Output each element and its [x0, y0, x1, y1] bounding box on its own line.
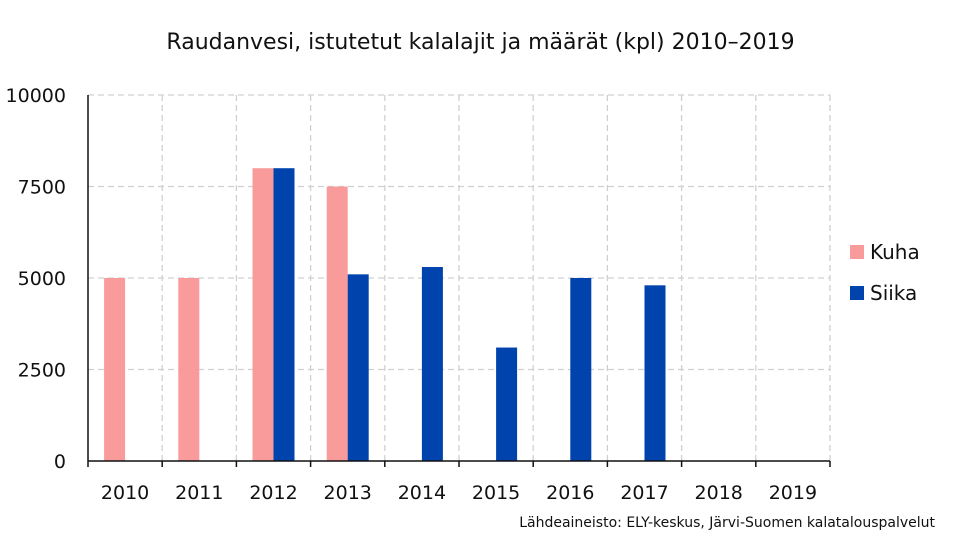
x-tick-label: 2010 — [101, 482, 149, 504]
legend-item-kuha: Kuha — [850, 240, 920, 264]
x-tick-label: 2012 — [249, 482, 297, 504]
bar-siika-2013 — [347, 274, 369, 461]
bar-kuha-2010 — [104, 278, 126, 461]
legend-label-siika: Siika — [870, 281, 918, 305]
x-tick-label: 2014 — [398, 482, 446, 504]
legend-swatch-kuha — [850, 245, 864, 259]
source-note: Lähdeaineisto: ELY-keskus, Järvi-Suomen … — [519, 515, 935, 531]
bar-siika-2014 — [421, 267, 443, 461]
bar-kuha-2011 — [178, 278, 200, 461]
y-tick-label: 10000 — [6, 85, 66, 107]
y-tick-label: 0 — [54, 451, 66, 473]
x-tick-label: 2013 — [324, 482, 372, 504]
legend-label-kuha: Kuha — [870, 240, 920, 264]
x-tick-label: 2016 — [546, 482, 594, 504]
bar-kuha-2013 — [326, 186, 348, 461]
bar-siika-2015 — [496, 347, 518, 461]
bar-siika-2017 — [644, 285, 666, 461]
x-tick-label: 2018 — [695, 482, 743, 504]
bar-siika-2016 — [570, 278, 592, 461]
chart-title: Raudanvesi, istutetut kalalajit ja määrä… — [166, 30, 795, 55]
x-tick-label: 2015 — [472, 482, 520, 504]
y-tick-label: 7500 — [18, 177, 66, 199]
x-tick-label: 2011 — [175, 482, 223, 504]
legend-swatch-siika — [850, 286, 864, 300]
bar-siika-2012 — [273, 168, 295, 461]
legend-item-siika: Siika — [850, 281, 917, 305]
bar-kuha-2012 — [252, 168, 274, 461]
y-tick-label: 2500 — [18, 360, 66, 382]
x-tick-label: 2019 — [769, 482, 817, 504]
y-tick-label: 5000 — [18, 268, 66, 290]
x-tick-label: 2017 — [620, 482, 668, 504]
